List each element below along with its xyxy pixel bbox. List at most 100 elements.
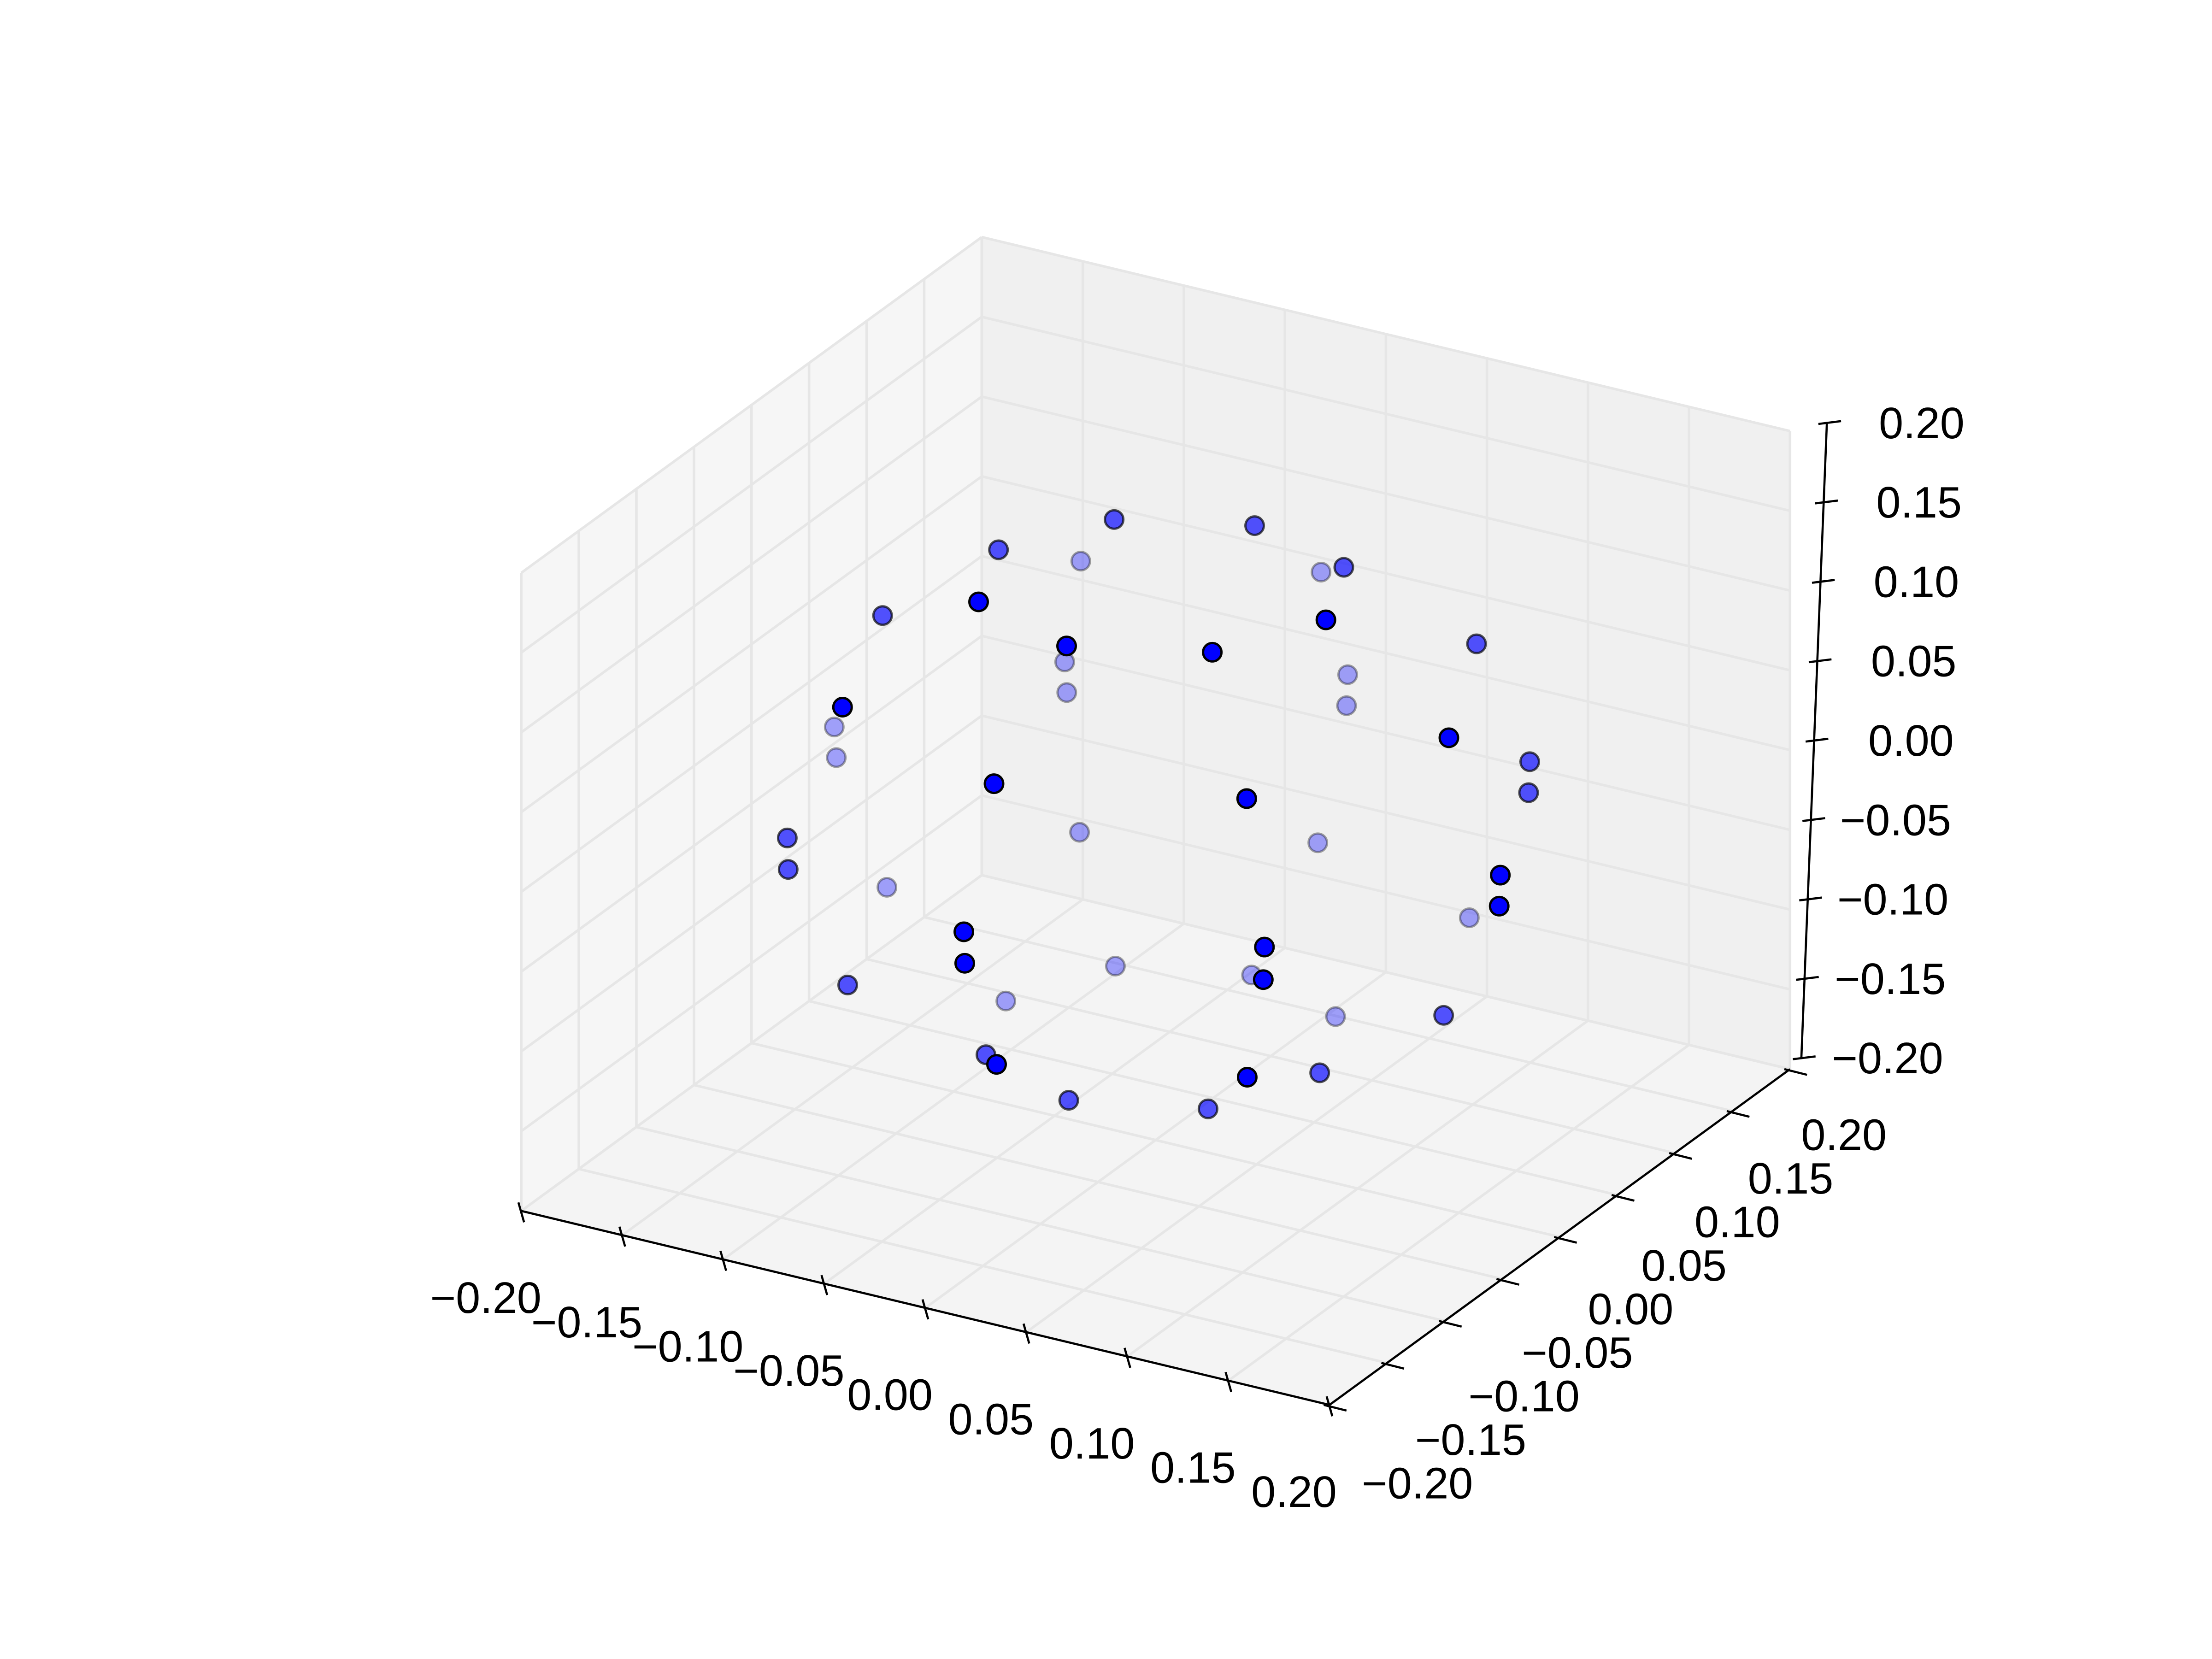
left-gridline-z (520, 555, 983, 893)
x-tick-mark (1124, 1347, 1131, 1368)
data-points (777, 509, 1540, 1119)
scatter-point (1307, 832, 1329, 853)
z-tick-mark (1799, 896, 1822, 902)
z-tick-mark (1796, 976, 1819, 981)
z-tick-mark (1815, 499, 1838, 505)
scatter-point (777, 859, 799, 880)
y-tick-label: 0.00 (1588, 1285, 1674, 1334)
y-tick-label: −0.20 (1362, 1459, 1473, 1508)
z-tick-label: −0.20 (1832, 1034, 1943, 1083)
x-tick-label: 0.00 (847, 1371, 933, 1420)
floor-gridline-y (751, 1041, 1560, 1239)
scatter-point (777, 827, 798, 848)
z-tick-mark (1793, 1055, 1816, 1060)
y-tick-mark (1324, 1404, 1347, 1412)
x-tick-mark (618, 1226, 626, 1247)
y-tick-mark (1726, 1110, 1750, 1118)
axes-panes (521, 237, 1790, 1405)
back-gridline-z (981, 235, 1790, 433)
scatter-point (1236, 788, 1257, 809)
tick-labels: −0.20−0.20−0.20−0.15−0.15−0.15−0.10−0.10… (430, 399, 1964, 1517)
z-tick-label: 0.10 (1874, 558, 1959, 606)
y-axis-line (1329, 1068, 1791, 1406)
floor-gridline-y (809, 1000, 1618, 1196)
x-tick-label: 0.05 (948, 1395, 1034, 1444)
scatter-point (826, 747, 847, 768)
scatter-point (1311, 562, 1332, 582)
y-tick-mark (1611, 1194, 1635, 1202)
y-tick-mark (1669, 1152, 1692, 1160)
scatter-point (1337, 664, 1358, 685)
scatter-point (1198, 1098, 1218, 1119)
left-gridline-z (520, 395, 983, 734)
scatter-point (1438, 727, 1459, 748)
scatter-point (1315, 609, 1336, 630)
x-tick-label: −0.10 (632, 1322, 743, 1371)
x-tick-label: −0.05 (733, 1347, 844, 1395)
y-tick-label: 0.05 (1641, 1241, 1727, 1290)
y-tick-label: 0.20 (1801, 1111, 1887, 1159)
z-tick-label: 0.20 (1879, 399, 1965, 448)
scatter-point (1325, 1006, 1346, 1027)
back-gridline-z (981, 395, 1790, 592)
y-tick-label: −0.05 (1522, 1329, 1633, 1377)
scatter-point (983, 773, 1005, 794)
scatter-point (1336, 695, 1357, 716)
scatter-point (1459, 907, 1480, 928)
floor-gridline-x (1025, 995, 1488, 1334)
z-tick-mark (1818, 420, 1841, 425)
scatter-point (837, 974, 858, 995)
x-tick-mark (1022, 1323, 1030, 1344)
scatter-point (1056, 635, 1077, 657)
scatter-point (1104, 509, 1125, 530)
scatter-point (1056, 682, 1077, 703)
scatter-point (1518, 782, 1539, 803)
z-tick-label: −0.15 (1835, 955, 1946, 1004)
floor-gridline-y (866, 958, 1676, 1154)
y-tick-label: 0.15 (1748, 1154, 1834, 1203)
scatter-point (872, 605, 893, 626)
z-tick-label: −0.05 (1840, 796, 1951, 845)
scatter-point (1105, 955, 1126, 977)
x-tick-mark (1224, 1371, 1233, 1393)
back-gridline-z (981, 555, 1790, 752)
scatter-point (1070, 551, 1091, 572)
scatter-point (1309, 1062, 1330, 1083)
x-tick-mark (517, 1202, 525, 1223)
z-tick-label: 0.05 (1871, 637, 1957, 686)
scatter-point (1433, 1005, 1454, 1026)
scatter-point (1254, 936, 1275, 958)
back-gridline-z (981, 315, 1790, 512)
y-tick-label: −0.15 (1415, 1416, 1526, 1465)
z-tick-mark (1812, 579, 1835, 584)
axis-lines (517, 420, 1841, 1417)
z-tick-mark (1802, 817, 1825, 822)
scatter-point (1244, 515, 1265, 536)
scatter-point (1466, 633, 1487, 654)
grid-lines (520, 235, 1792, 1406)
y-tick-mark (1784, 1068, 1807, 1076)
y-tick-label: −0.10 (1468, 1372, 1579, 1421)
floor-gridline-y (981, 874, 1790, 1071)
x-tick-label: −0.20 (430, 1274, 541, 1323)
x-tick-label: 0.15 (1150, 1444, 1236, 1493)
scatter-point (1069, 822, 1090, 843)
scatter-point (1519, 751, 1540, 772)
back-gridline-z (981, 475, 1790, 672)
scatter-point (824, 717, 845, 737)
floor-gridline-x (1126, 1019, 1589, 1358)
scatter-point (988, 539, 1009, 560)
scatter-point (1333, 557, 1354, 578)
left-gridline-z (520, 475, 983, 813)
floor-gridline-x (1228, 1044, 1690, 1382)
left-gridline-z (520, 236, 983, 574)
scatter-point (1488, 895, 1510, 917)
x-tick-label: 0.10 (1049, 1419, 1135, 1468)
scatter-point (1253, 969, 1274, 990)
scatter-point (1490, 865, 1511, 886)
y-tick-mark (1553, 1236, 1577, 1244)
scatter-point (986, 1054, 1007, 1075)
y-tick-mark (1496, 1278, 1520, 1286)
x-tick-label: 0.20 (1251, 1468, 1337, 1517)
